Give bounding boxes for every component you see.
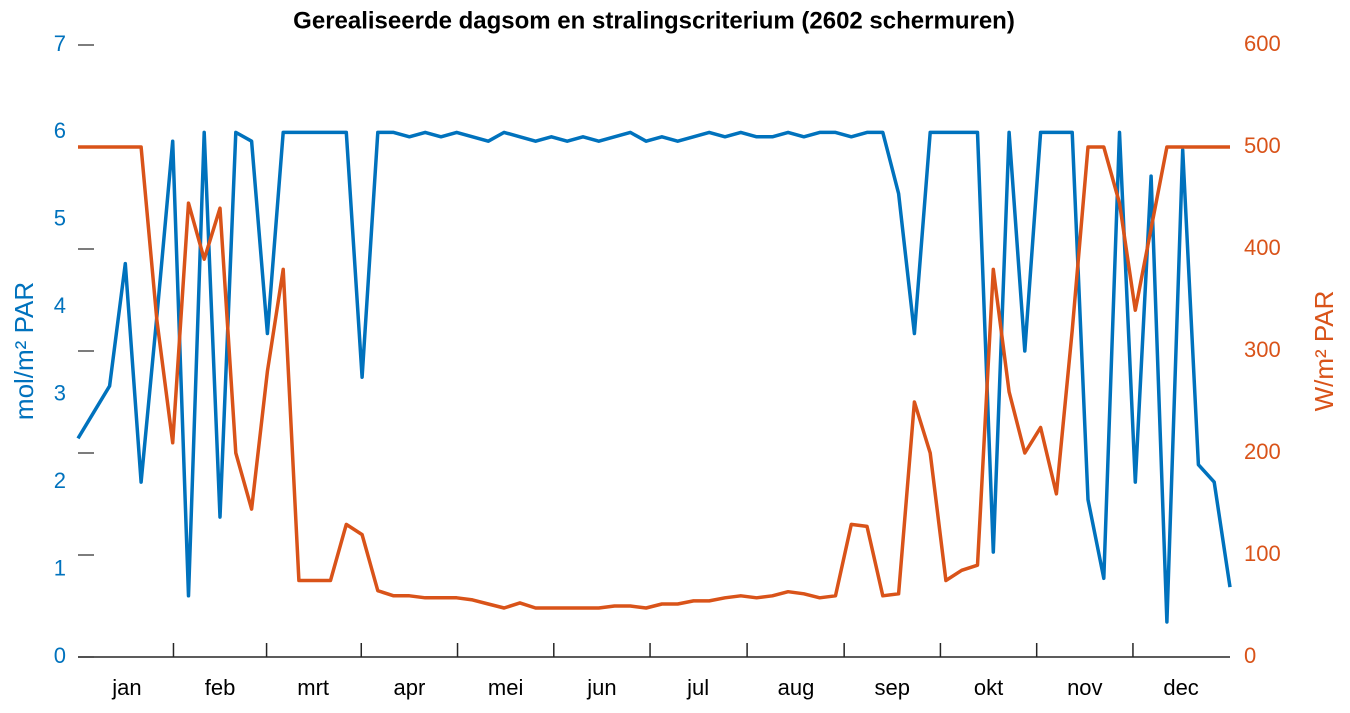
x-tick-label: jun [586, 675, 616, 700]
y-tick-label: 5 [54, 206, 66, 231]
y2-tick-label: 300 [1244, 337, 1281, 362]
x-tick-label: mrt [297, 675, 329, 700]
series-line [76, 130, 1232, 624]
y-tick-label: 1 [54, 555, 66, 580]
y2-tick-label: 600 [1244, 31, 1281, 56]
y2-axis-label: W/m² PAR [1309, 291, 1339, 412]
y-tick-label: 2 [54, 468, 66, 493]
y2-tick-label: 500 [1244, 133, 1281, 158]
y2-tick-label: 100 [1244, 541, 1281, 566]
y2-tick-label: 400 [1244, 235, 1281, 260]
x-tick-label: jul [686, 675, 709, 700]
x-tick-label: jan [111, 675, 141, 700]
y-tick-label: 0 [54, 643, 66, 668]
y-tick-label: 7 [54, 31, 66, 56]
x-tick-label: sep [875, 675, 910, 700]
y-tick-label: 3 [54, 381, 66, 406]
x-tick-label: mei [488, 675, 523, 700]
y-axis-label: mol/m² PAR [9, 282, 39, 420]
x-tick-label: okt [974, 675, 1003, 700]
y2-tick-label: 200 [1244, 439, 1281, 464]
x-tick-label: aug [778, 675, 815, 700]
x-tick-label: apr [393, 675, 425, 700]
series-line [78, 145, 1230, 610]
x-tick-label: feb [205, 675, 236, 700]
chart-title: Gerealiseerde dagsom en stralingscriteri… [293, 7, 1015, 34]
x-tick-label: dec [1163, 675, 1198, 700]
x-tick-label: nov [1067, 675, 1102, 700]
y-tick-label: 6 [54, 118, 66, 143]
y2-tick-label: 0 [1244, 643, 1256, 668]
y-tick-label: 4 [54, 293, 66, 318]
